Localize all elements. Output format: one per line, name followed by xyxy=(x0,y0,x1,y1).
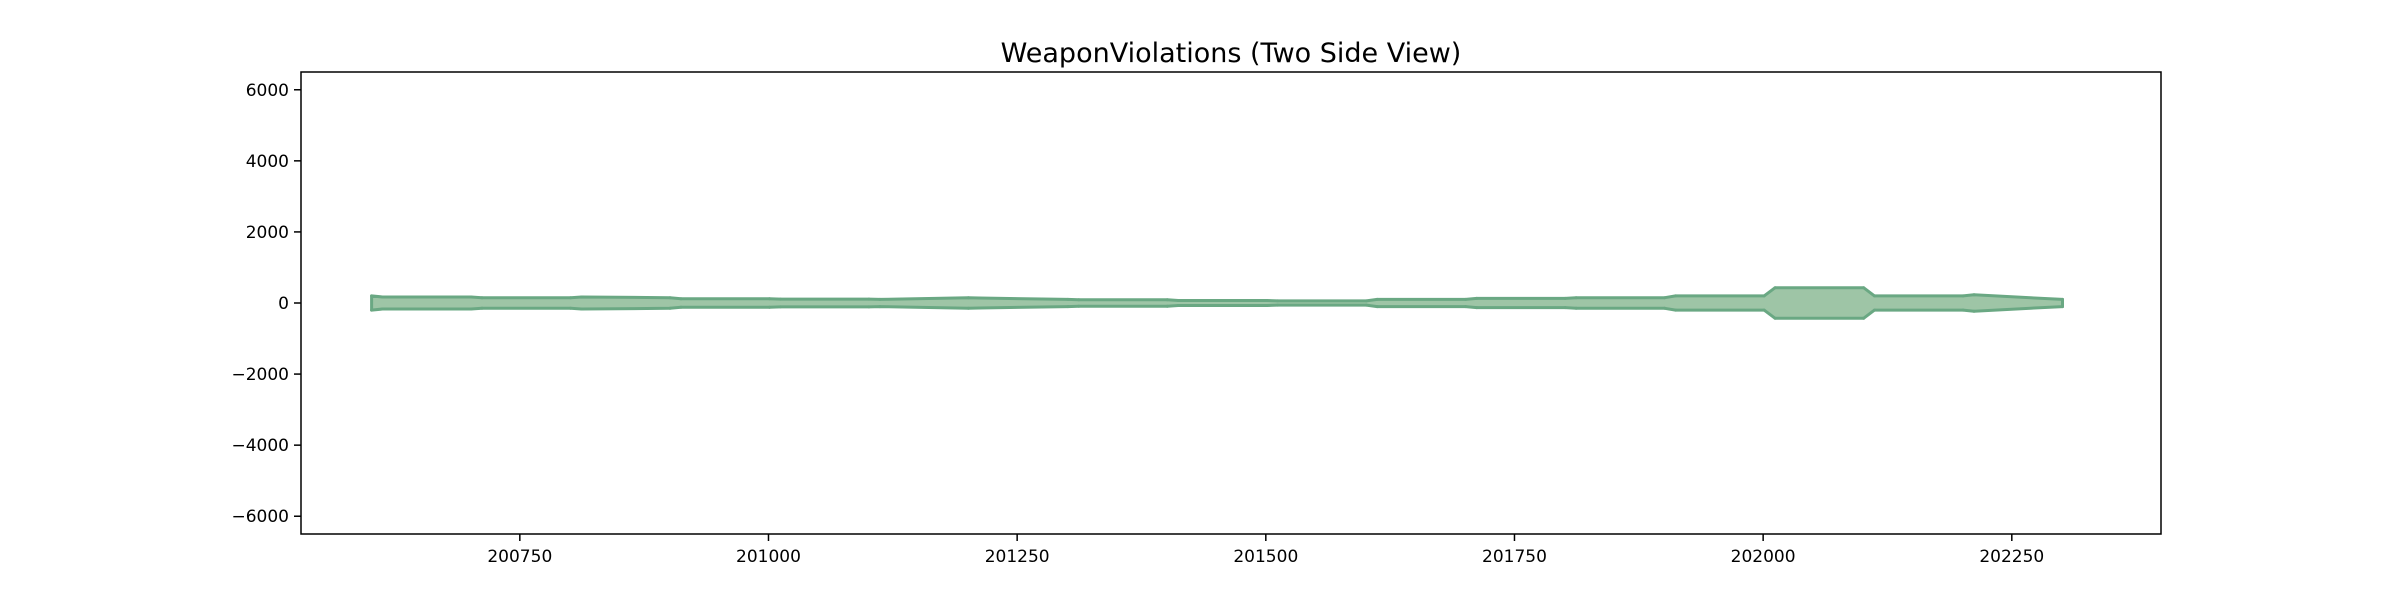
data-point-lower xyxy=(1663,306,1667,310)
data-point-lower xyxy=(778,305,782,309)
data-point-upper xyxy=(1066,297,1070,301)
data-point-lower xyxy=(867,305,871,309)
plot-area xyxy=(370,286,2064,320)
data-point-upper xyxy=(370,294,374,298)
data-point-upper xyxy=(867,297,871,301)
data-point-lower xyxy=(1276,303,1280,307)
data-point-upper xyxy=(1862,286,1866,290)
data-point-lower xyxy=(580,307,583,311)
axes: 200750 201000 201250 201500 201750 202000 2022… xyxy=(231,71,2162,567)
data-point-lower xyxy=(878,305,882,309)
data-point-upper xyxy=(768,297,771,301)
data-point-upper xyxy=(1674,294,1678,298)
x-tick-label: 201000 xyxy=(736,547,801,567)
data-point-lower xyxy=(480,306,484,310)
data-point-lower xyxy=(469,307,473,311)
x-tick-label: 201750 xyxy=(1482,547,1547,567)
data-point-lower xyxy=(1475,306,1479,310)
data-point-lower xyxy=(1265,304,1269,307)
data-point-upper xyxy=(1873,294,1876,298)
data-point-lower xyxy=(1862,316,1866,320)
data-point-upper xyxy=(1972,293,1976,297)
data-point-lower xyxy=(679,305,683,309)
data-point-lower xyxy=(1364,303,1368,307)
data-point-upper xyxy=(1375,297,1379,301)
chart-title: WeaponViolations (Two Side View) xyxy=(1001,38,1462,69)
data-point-upper xyxy=(1663,296,1667,300)
data-point-upper xyxy=(878,297,882,301)
data-point-upper xyxy=(580,295,583,299)
x-tick-label: 201500 xyxy=(1233,547,1298,567)
data-point-lower xyxy=(1674,308,1678,312)
data-point-upper xyxy=(1176,299,1180,302)
y-tick-label: −4000 xyxy=(231,436,289,456)
y-tick-label: −2000 xyxy=(231,365,289,385)
y-tick-label: 0 xyxy=(278,294,289,314)
data-point-upper xyxy=(1762,294,1766,298)
y-tick-label: 6000 xyxy=(246,81,289,101)
data-point-upper xyxy=(1773,286,1777,290)
data-point-upper xyxy=(668,296,672,300)
data-point-lower xyxy=(569,306,573,310)
data-point-upper xyxy=(469,295,473,299)
data-point-upper xyxy=(381,295,385,299)
data-point-upper xyxy=(1475,296,1479,300)
data-point-lower xyxy=(977,306,981,310)
data-point-lower xyxy=(2061,305,2064,309)
data-point-upper xyxy=(679,297,683,301)
data-point-upper xyxy=(1574,296,1578,300)
data-point-lower xyxy=(381,307,385,311)
data-point-lower xyxy=(1176,304,1180,307)
data-point-lower xyxy=(1873,308,1876,312)
data-point-upper xyxy=(2061,297,2064,301)
data-point-upper xyxy=(569,296,573,300)
data-point-lower xyxy=(1563,306,1567,310)
data-point-upper xyxy=(1165,298,1169,302)
data-point-upper xyxy=(480,296,484,300)
x-tick-label: 200750 xyxy=(487,547,552,567)
data-point-upper xyxy=(1265,299,1269,302)
data-point-lower xyxy=(966,306,970,310)
y-tick-label: −6000 xyxy=(231,507,289,527)
data-point-lower xyxy=(1077,304,1081,308)
data-point-lower xyxy=(1375,305,1379,309)
data-point-upper xyxy=(778,297,782,301)
y-tick-label: 4000 xyxy=(246,152,289,172)
data-point-lower xyxy=(668,306,672,310)
data-point-lower xyxy=(370,308,374,312)
data-point-lower xyxy=(1066,305,1070,309)
data-point-lower xyxy=(1961,308,1965,312)
data-point-lower xyxy=(1464,305,1468,309)
data-point-lower xyxy=(1773,316,1777,320)
data-point-lower xyxy=(1762,308,1766,312)
data-point-upper xyxy=(1077,298,1081,302)
data-point-upper xyxy=(1464,297,1468,301)
data-point-upper xyxy=(1364,299,1368,303)
y-tick-label: 2000 xyxy=(246,223,289,243)
x-tick-label: 201250 xyxy=(985,547,1050,567)
data-point-lower xyxy=(1972,309,1976,313)
data-point-lower xyxy=(1165,304,1169,308)
data-point-lower xyxy=(1574,306,1578,310)
data-point-upper xyxy=(1961,294,1965,298)
data-point-upper xyxy=(977,296,981,300)
x-tick-label: 202250 xyxy=(1979,547,2044,567)
data-point-upper xyxy=(966,296,970,300)
data-point-lower xyxy=(768,305,771,309)
x-tick-label: 202000 xyxy=(1731,547,1796,567)
data-point-upper xyxy=(1276,299,1280,303)
data-point-upper xyxy=(1563,296,1567,300)
